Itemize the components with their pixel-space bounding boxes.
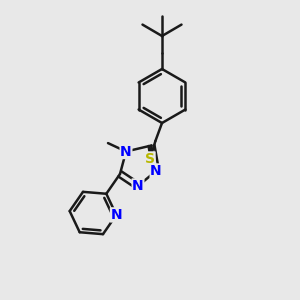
Text: N: N [110, 208, 122, 222]
Text: N: N [132, 179, 144, 193]
Text: N: N [150, 164, 162, 178]
Text: N: N [120, 145, 132, 158]
Text: S: S [145, 152, 155, 166]
